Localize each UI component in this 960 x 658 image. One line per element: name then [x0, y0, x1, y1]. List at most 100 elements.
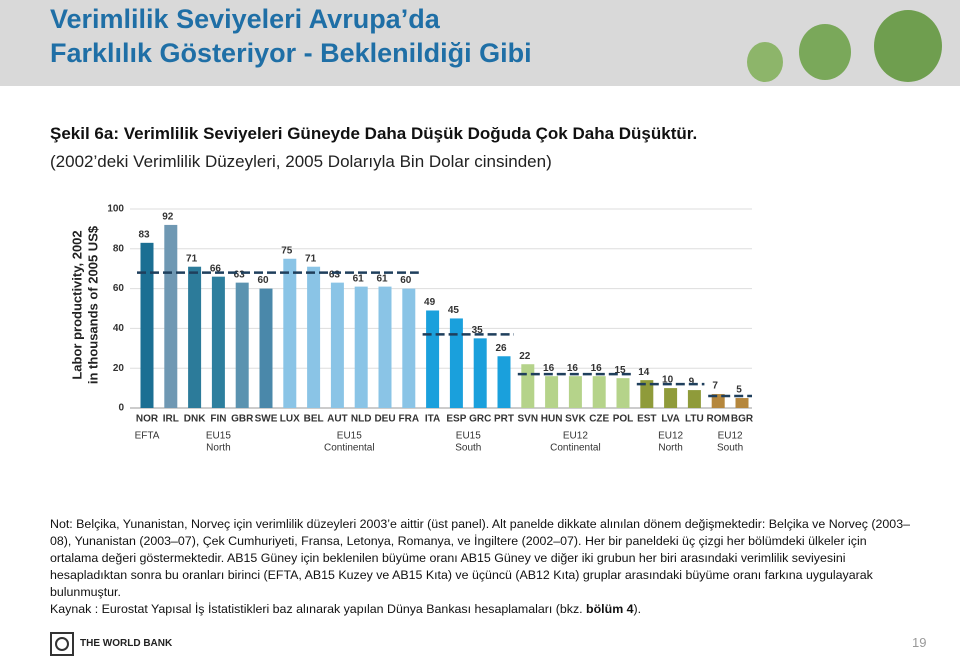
- data-label: 83: [138, 229, 150, 240]
- source-end: ).: [633, 602, 642, 616]
- x-tick-label: BGR: [731, 414, 754, 425]
- group-label: EU12: [563, 431, 588, 442]
- bar: [259, 288, 273, 408]
- bar: [449, 318, 463, 408]
- group-label: EU12: [658, 431, 683, 442]
- group-label: EU15: [456, 431, 481, 442]
- bar: [711, 394, 725, 408]
- x-tick-label: SWE: [255, 414, 278, 425]
- bar: [545, 376, 559, 408]
- group-label: North: [658, 443, 682, 454]
- x-tick-label: NOR: [136, 414, 159, 425]
- data-label: 71: [186, 253, 198, 264]
- data-label: 14: [638, 367, 650, 378]
- logo: [50, 632, 74, 656]
- group-label: South: [455, 443, 481, 454]
- x-tick-label: ESP: [446, 414, 466, 425]
- x-tick-label: CZE: [589, 414, 609, 425]
- group-label: EU15: [337, 431, 362, 442]
- y-axis-label: in thousands of 2005 US$: [85, 225, 100, 384]
- bar: [211, 276, 225, 408]
- data-label: 71: [305, 253, 317, 264]
- bar: [664, 388, 678, 408]
- x-tick-label: DNK: [184, 414, 206, 425]
- note: Not: Belçika, Yunanistan, Norveç için ve…: [50, 517, 910, 599]
- data-label: 9: [689, 377, 695, 388]
- data-label: 35: [472, 325, 484, 336]
- data-label: 16: [591, 363, 603, 374]
- data-label: 63: [329, 269, 341, 280]
- x-tick-label: NLD: [351, 414, 372, 425]
- x-tick-label: IRL: [163, 414, 179, 425]
- data-label: 10: [662, 375, 674, 386]
- source-bold: bölüm 4: [586, 602, 634, 616]
- data-label: 75: [281, 245, 293, 256]
- data-label: 7: [712, 381, 718, 392]
- bar: [473, 338, 487, 408]
- data-label: 66: [210, 263, 222, 274]
- bar: [497, 356, 511, 408]
- figure-subtitle: (2002’deki Verimlilik Düzeyleri, 2005 Do…: [50, 152, 552, 171]
- x-tick-label: FIN: [210, 414, 226, 425]
- title: Farklılık Gösteriyor - Beklenildiği Gibi: [50, 38, 532, 68]
- x-tick-label: FRA: [399, 414, 420, 425]
- bar: [426, 310, 440, 408]
- chart: Labor productivity, 2002 in thousands of …: [69, 204, 754, 454]
- y-tick-label: 0: [118, 403, 124, 414]
- data-label: 16: [567, 363, 579, 374]
- data-label: 49: [424, 297, 436, 308]
- figure-title: Şekil 6a: Verimlilik Seviyeleri Güneyde …: [50, 124, 698, 143]
- bar: [307, 266, 321, 408]
- x-tick-label: SVK: [565, 414, 586, 425]
- source-text: Kaynak : Eurostat Yapısal İş İstatistikl…: [50, 602, 587, 616]
- bar: [616, 378, 630, 408]
- bar: [188, 266, 202, 408]
- page-number: 19: [912, 635, 927, 650]
- x-tick-label: HUN: [541, 414, 563, 425]
- bar: [521, 364, 535, 408]
- bar: [354, 286, 368, 408]
- data-label: 61: [376, 273, 388, 284]
- group-label: South: [717, 443, 743, 454]
- group-label: Continental: [550, 443, 601, 454]
- header-band: Verimlilik Seviyeleri Avrupa’da Farklılı…: [0, 0, 960, 86]
- bar: [140, 242, 154, 408]
- x-tick-label: ROM: [707, 414, 730, 425]
- bar: [687, 390, 701, 408]
- bar: [330, 282, 344, 408]
- x-tick-label: GRC: [469, 414, 491, 425]
- source: Kaynak : Eurostat Yapısal İş İstatistikl…: [50, 602, 641, 616]
- bar: [378, 286, 392, 408]
- data-label: 60: [257, 275, 269, 286]
- bar: [568, 376, 582, 408]
- data-label: 63: [234, 269, 246, 280]
- x-tick-label: LTU: [685, 414, 704, 425]
- x-tick-label: LVA: [661, 414, 680, 425]
- x-tick-label: ITA: [425, 414, 440, 425]
- data-label: 15: [614, 365, 626, 376]
- bar: [592, 376, 606, 408]
- bar: [283, 258, 297, 408]
- brand: THE WORLD BANK: [80, 638, 173, 649]
- data-label: 16: [543, 363, 555, 374]
- group-label: Continental: [324, 443, 375, 454]
- group-label: North: [206, 443, 230, 454]
- y-tick-label: 20: [113, 363, 125, 374]
- group-label: EU15: [206, 431, 231, 442]
- x-tick-label: PRT: [494, 414, 514, 425]
- data-label: 60: [400, 275, 412, 286]
- bar: [402, 288, 416, 408]
- data-label: 45: [448, 305, 460, 316]
- data-label: 92: [162, 212, 174, 223]
- x-tick-label: LUX: [280, 414, 300, 425]
- x-tick-label: SVN: [518, 414, 539, 425]
- data-label: 5: [736, 385, 742, 396]
- data-label: 61: [353, 273, 365, 284]
- y-tick-label: 60: [113, 283, 125, 294]
- y-tick-label: 80: [113, 243, 125, 254]
- title: Verimlilik Seviyeleri Avrupa’da: [50, 4, 440, 34]
- x-tick-label: GBR: [231, 414, 254, 425]
- x-tick-label: POL: [613, 414, 634, 425]
- bar: [735, 398, 749, 408]
